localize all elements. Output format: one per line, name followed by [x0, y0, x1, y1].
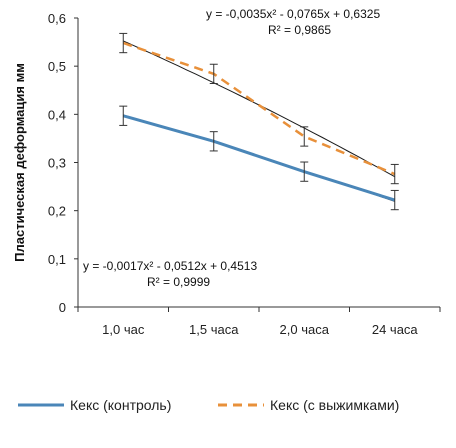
- y-tick-label: 0,5: [48, 59, 66, 74]
- series-lines: [122, 41, 396, 202]
- y-tick-label: 0,1: [48, 252, 66, 267]
- error-bars: [119, 32, 399, 211]
- legend-label-pomace: Кекс (с выжимками): [270, 397, 399, 413]
- legend-label-control: Кекс (контроль): [70, 397, 171, 413]
- x-tick-label: 2,0 часа: [280, 322, 330, 337]
- x-tick-label: 24 часа: [372, 322, 419, 337]
- y-tick-label: 0,3: [48, 156, 66, 171]
- y-axis-ticks: 0 0,1 0,2 0,3 0,4 0,5 0,6: [48, 11, 78, 315]
- x-tick-label: 1,0 час: [102, 322, 145, 337]
- series-line-0: [122, 114, 396, 202]
- y-tick-label: 0: [59, 300, 66, 315]
- y-tick-label: 0,4: [48, 107, 66, 122]
- trendline-r2-bottom: R² = 0,9999: [147, 275, 210, 289]
- trendline-r2-top: R² = 0,9865: [268, 23, 331, 37]
- y-tick-label: 0,2: [48, 204, 66, 219]
- trendline-equation-top: y = -0,0035x² - 0,0765x + 0,6325: [206, 7, 380, 21]
- x-tick-label: 1,5 часа: [189, 322, 239, 337]
- y-axis-label: Пластическая деформация мм: [12, 63, 27, 262]
- y-tick-label: 0,6: [48, 11, 66, 26]
- legend: Кекс (контроль) Кекс (с выжимками): [18, 397, 399, 413]
- trendline-equation-bottom: y = -0,0017x² - 0,0512x + 0,4513: [83, 259, 257, 273]
- trendlines: [123, 40, 396, 202]
- x-axis-ticks: 1,0 час 1,5 часа 2,0 часа 24 часа: [77, 307, 441, 337]
- series-line-1: [122, 41, 396, 176]
